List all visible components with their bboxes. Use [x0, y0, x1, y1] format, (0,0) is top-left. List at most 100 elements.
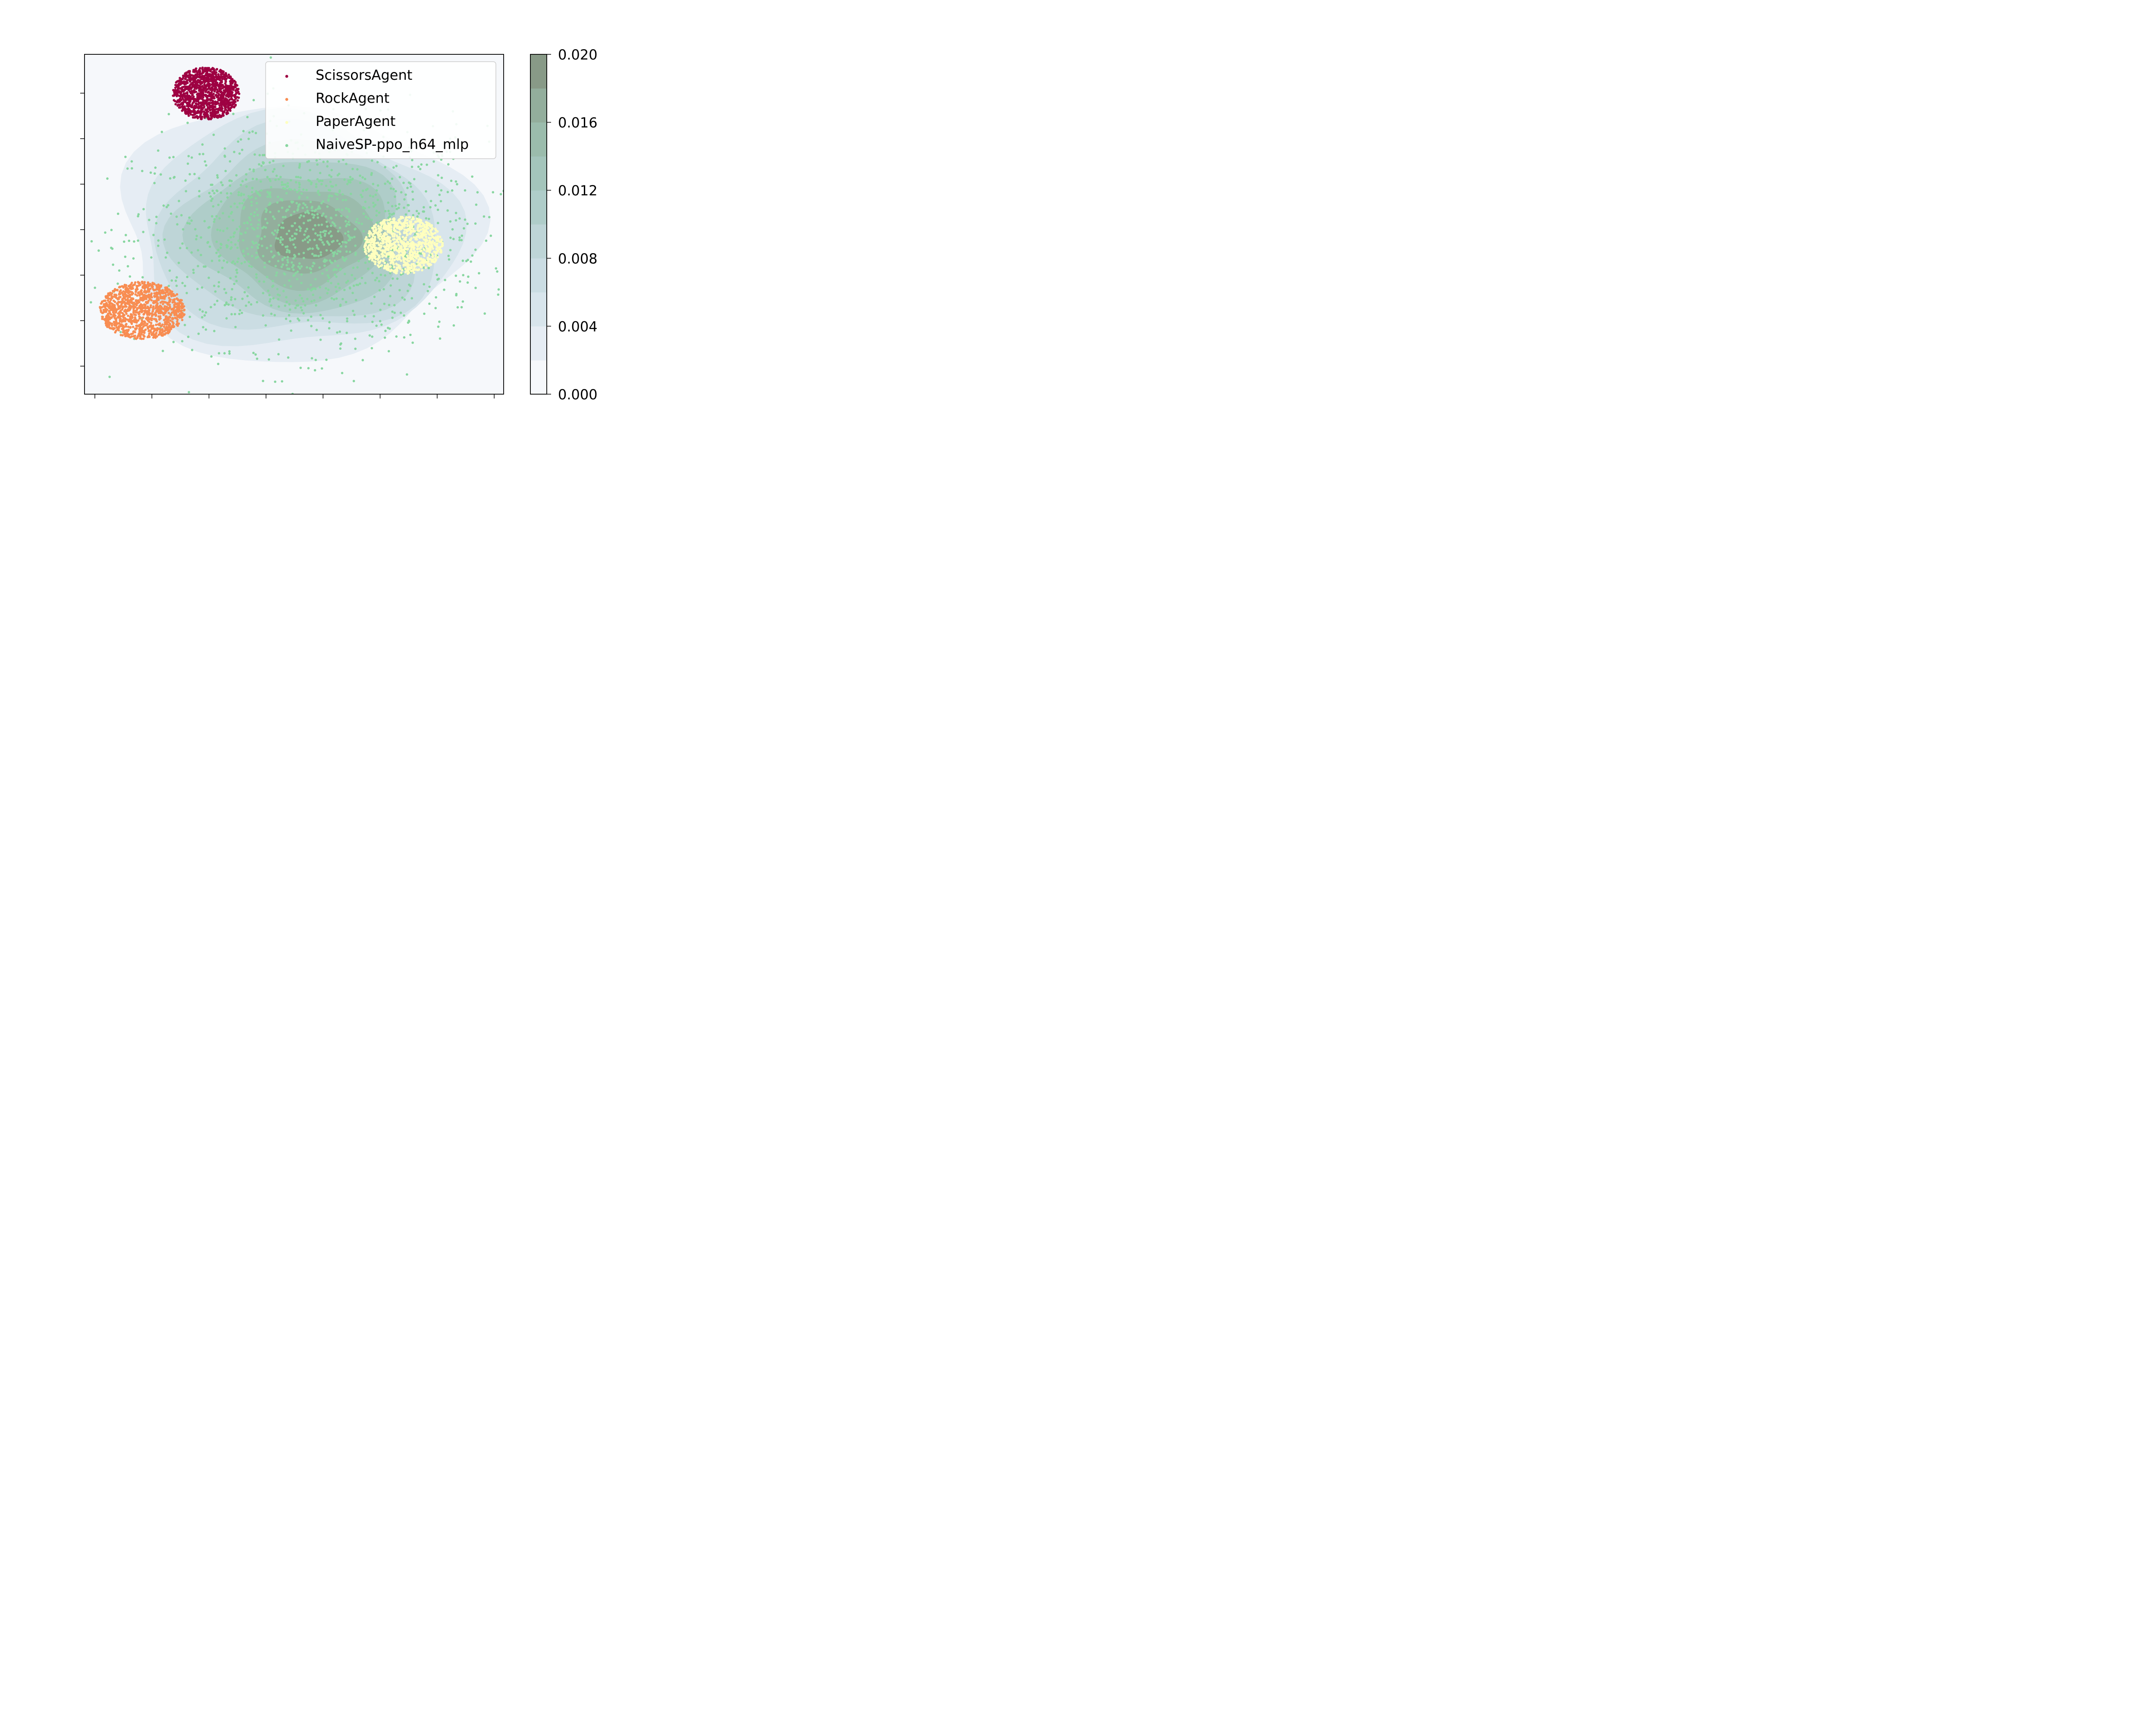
data-point [337, 282, 340, 285]
data-point [210, 199, 213, 202]
data-point [206, 97, 209, 100]
data-point [137, 213, 140, 216]
data-point [191, 74, 194, 77]
legend-marker [285, 144, 288, 147]
data-point [327, 280, 329, 282]
data-point [200, 72, 203, 75]
data-point [101, 300, 103, 303]
data-point [219, 73, 222, 76]
data-point [333, 273, 336, 276]
data-point [128, 307, 132, 309]
data-point [416, 232, 418, 235]
data-point [167, 321, 170, 323]
data-point [193, 112, 196, 115]
data-point [129, 326, 132, 329]
data-point [367, 247, 370, 250]
data-point [198, 177, 201, 180]
data-point [373, 239, 376, 242]
data-point [351, 292, 354, 295]
data-point [203, 113, 205, 116]
data-point [400, 271, 403, 274]
data-point [298, 166, 301, 169]
data-point [188, 316, 191, 318]
data-point [255, 276, 258, 279]
data-point [140, 310, 143, 313]
data-point [398, 258, 401, 261]
data-point [194, 79, 197, 82]
data-point [281, 258, 284, 260]
data-point [210, 306, 212, 308]
data-point [201, 91, 204, 93]
data-point [266, 276, 269, 279]
data-point [428, 254, 430, 257]
data-point [223, 154, 226, 157]
data-point [316, 178, 319, 181]
data-point [323, 243, 325, 246]
data-point [210, 355, 213, 358]
data-point [205, 71, 208, 73]
data-point [226, 112, 229, 115]
data-point [234, 298, 236, 301]
data-point [198, 190, 201, 193]
data-point [201, 95, 204, 98]
data-point [139, 337, 142, 340]
data-point [274, 229, 276, 232]
data-point [464, 189, 467, 192]
data-point [298, 163, 301, 166]
data-point [362, 230, 365, 233]
data-point [196, 84, 198, 87]
colorbar-band [530, 258, 547, 293]
data-point [209, 70, 212, 72]
data-point [216, 96, 219, 99]
data-point [203, 111, 206, 114]
data-point [217, 73, 220, 76]
data-point [388, 219, 391, 222]
data-point [317, 254, 320, 257]
data-point [254, 153, 256, 156]
data-point [208, 101, 211, 104]
data-point [335, 290, 338, 293]
data-point [410, 248, 413, 251]
data-point [497, 288, 500, 291]
data-point [439, 251, 442, 254]
data-point [251, 246, 254, 248]
data-point [425, 226, 428, 229]
data-point [297, 265, 300, 268]
data-point [275, 174, 278, 177]
data-point [311, 209, 313, 212]
data-point [465, 260, 468, 263]
data-point [321, 179, 324, 182]
data-point [330, 235, 332, 238]
data-point [395, 190, 397, 193]
data-point [205, 80, 208, 83]
data-point [229, 87, 232, 89]
data-point [122, 326, 125, 328]
data-point [144, 324, 147, 327]
colorbar-band [530, 54, 547, 89]
data-point [499, 193, 502, 196]
data-point [393, 221, 395, 223]
data-point [172, 308, 175, 311]
data-point [216, 190, 219, 192]
data-point [394, 230, 397, 232]
data-point [378, 280, 381, 282]
data-point [236, 260, 239, 263]
data-point [104, 299, 107, 302]
data-point [421, 269, 423, 272]
data-point [403, 336, 406, 339]
data-point [197, 103, 200, 106]
data-point [216, 299, 219, 302]
data-point [235, 268, 238, 271]
data-point [204, 265, 207, 268]
data-point [382, 237, 385, 240]
data-point [326, 205, 329, 208]
data-point [359, 182, 362, 184]
data-point [466, 281, 469, 284]
data-point [222, 111, 225, 114]
data-point [191, 102, 194, 105]
data-point [413, 260, 415, 262]
data-point [172, 341, 175, 343]
data-point [273, 233, 275, 236]
data-point [436, 256, 439, 259]
data-point [261, 245, 263, 247]
